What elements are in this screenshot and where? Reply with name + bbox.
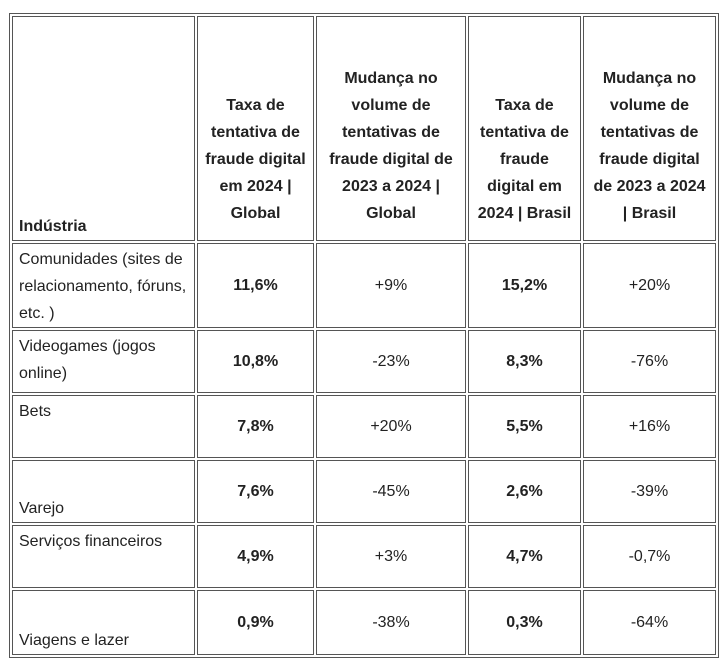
cell-change-brasil: +16% [583, 395, 716, 458]
table-row: Bets 7,8% +20% 5,5% +16% [12, 395, 716, 458]
cell-change-brasil: -76% [583, 330, 716, 393]
cell-change-brasil: -0,7% [583, 525, 716, 588]
fraud-rate-table: Indústria Taxa de tentativa de fraude di… [9, 13, 719, 658]
cell-change-global: -38% [316, 590, 466, 655]
table-row: Varejo 7,6% -45% 2,6% -39% [12, 460, 716, 523]
cell-change-global: +9% [316, 243, 466, 328]
cell-rate-global: 7,8% [197, 395, 314, 458]
cell-industry: Viagens e lazer [12, 590, 195, 655]
table-row: Serviços financeiros 4,9% +3% 4,7% -0,7% [12, 525, 716, 588]
cell-rate-global: 4,9% [197, 525, 314, 588]
cell-rate-brasil: 8,3% [468, 330, 581, 393]
header-rate-global: Taxa de tentativa de fraude digital em 2… [197, 16, 314, 241]
table-header: Indústria Taxa de tentativa de fraude di… [12, 16, 716, 241]
cell-rate-global: 10,8% [197, 330, 314, 393]
header-industry: Indústria [12, 16, 195, 241]
cell-rate-global: 7,6% [197, 460, 314, 523]
cell-change-brasil: +20% [583, 243, 716, 328]
table-row: Comunidades (sites de relacionamento, fó… [12, 243, 716, 328]
cell-rate-global: 0,9% [197, 590, 314, 655]
header-change-brasil: Mudança no volume de tentativas de fraud… [583, 16, 716, 241]
cell-change-global: -23% [316, 330, 466, 393]
cell-rate-brasil: 2,6% [468, 460, 581, 523]
cell-rate-global: 11,6% [197, 243, 314, 328]
cell-industry: Comunidades (sites de relacionamento, fó… [12, 243, 195, 328]
header-row: Indústria Taxa de tentativa de fraude di… [12, 16, 716, 241]
table-row: Viagens e lazer 0,9% -38% 0,3% -64% [12, 590, 716, 655]
cell-change-global: -45% [316, 460, 466, 523]
cell-industry: Varejo [12, 460, 195, 523]
cell-change-brasil: -39% [583, 460, 716, 523]
cell-change-brasil: -64% [583, 590, 716, 655]
cell-rate-brasil: 4,7% [468, 525, 581, 588]
table-row: Videogames (jogos online) 10,8% -23% 8,3… [12, 330, 716, 393]
cell-rate-brasil: 0,3% [468, 590, 581, 655]
cell-industry: Bets [12, 395, 195, 458]
cell-change-global: +20% [316, 395, 466, 458]
header-change-global: Mudança no volume de tentativas de fraud… [316, 16, 466, 241]
cell-change-global: +3% [316, 525, 466, 588]
cell-rate-brasil: 5,5% [468, 395, 581, 458]
header-rate-brasil: Taxa de tentativa de fraude digital em 2… [468, 16, 581, 241]
cell-industry: Videogames (jogos online) [12, 330, 195, 393]
cell-rate-brasil: 15,2% [468, 243, 581, 328]
cell-industry: Serviços financeiros [12, 525, 195, 588]
table-body: Comunidades (sites de relacionamento, fó… [12, 243, 716, 655]
